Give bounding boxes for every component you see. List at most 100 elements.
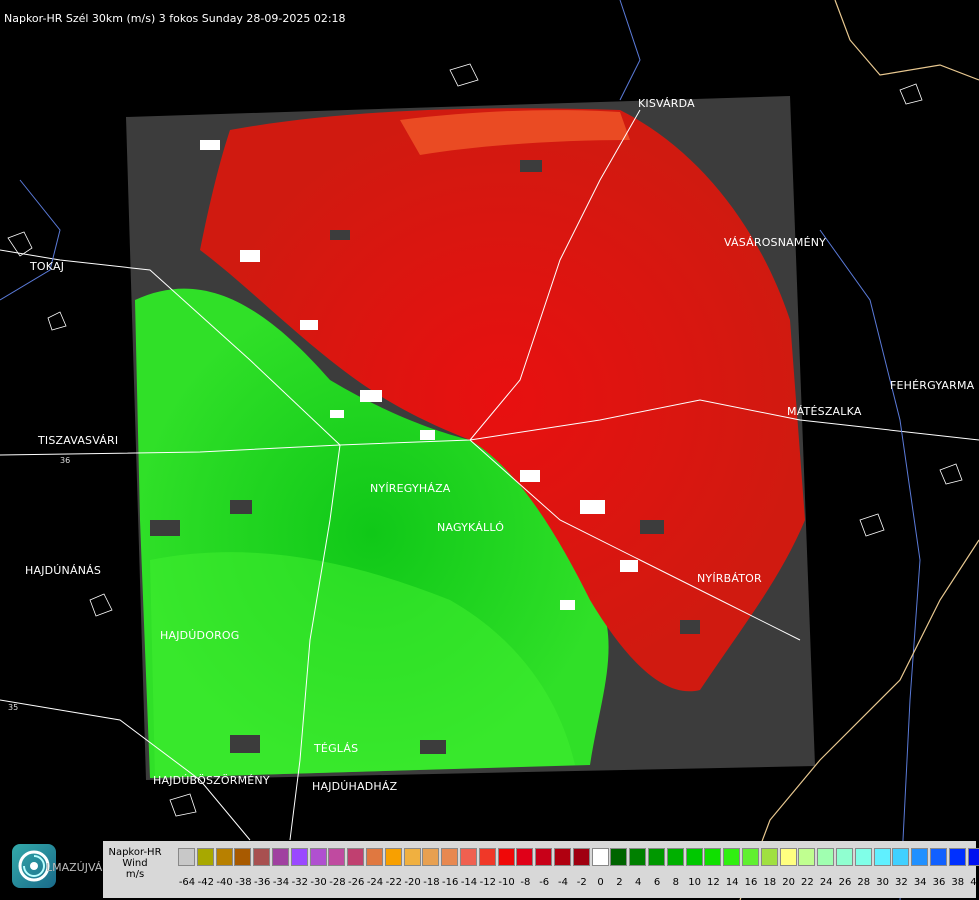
legend-tick-label: 8 bbox=[672, 877, 679, 888]
town-tokaj: TOKAJ bbox=[30, 260, 65, 273]
road-number-36: 36 bbox=[60, 456, 71, 465]
legend-swatch bbox=[591, 848, 609, 866]
legend-swatch bbox=[742, 848, 759, 866]
legend-tick-label: 0 bbox=[597, 877, 604, 888]
legend-swatch bbox=[836, 848, 853, 866]
legend-tick-label: -24 bbox=[366, 877, 384, 888]
zero-velocity-speckles bbox=[200, 140, 638, 610]
legend-tick-label: 14 bbox=[725, 877, 739, 888]
town-hajdunanas: HAJDÚNÁNÁS bbox=[25, 564, 102, 577]
legend-label-line: m/s bbox=[125, 869, 145, 880]
legend-swatch bbox=[234, 848, 252, 866]
legend-tick-label: 26 bbox=[838, 877, 852, 888]
legend-tick-label: -42 bbox=[197, 877, 214, 888]
town-nyirbator: NYÍRBÁTOR bbox=[697, 572, 762, 585]
town-fehergyarmat: FEHÉRGYARMA bbox=[890, 379, 975, 392]
legend-tick-label: 38 bbox=[951, 877, 965, 888]
legend-swatch bbox=[403, 848, 421, 866]
road-number-35: 35 bbox=[8, 703, 19, 712]
legend-tick-label: -4 bbox=[558, 877, 568, 888]
legend-tick-label: 34 bbox=[913, 877, 927, 888]
legend-swatch bbox=[290, 848, 308, 866]
legend-swatch bbox=[911, 848, 929, 866]
legend-tick-label: 32 bbox=[895, 877, 908, 888]
legend-tick-label: -6 bbox=[539, 877, 550, 888]
legend-swatch bbox=[930, 848, 947, 866]
legend-tick-label: -34 bbox=[272, 877, 290, 888]
legend-swatch bbox=[422, 848, 440, 866]
town-nagykallo: NAGYKÁLLÓ bbox=[437, 521, 505, 534]
legend-tick-label: 16 bbox=[744, 877, 758, 888]
wind-orange-band bbox=[400, 110, 630, 155]
legend-tick-label: -10 bbox=[498, 877, 515, 888]
legend-tick-label: 10 bbox=[688, 877, 701, 888]
no-data-patches bbox=[150, 160, 700, 754]
legend-swatch bbox=[196, 848, 214, 866]
legend-swatch bbox=[347, 848, 365, 866]
legend-tick-label: 20 bbox=[782, 877, 795, 888]
legend-tick-label: 18 bbox=[763, 877, 777, 888]
legend-swatch bbox=[328, 848, 346, 866]
legend-tick-label: 4 bbox=[635, 877, 642, 888]
partial-town-label: LMAZÚJVÁR bbox=[46, 861, 110, 874]
legend-swatch bbox=[554, 848, 571, 866]
legend-tick-label: 22 bbox=[801, 877, 814, 888]
legend-tick-label: -28 bbox=[329, 877, 346, 888]
legend-swatch bbox=[629, 848, 647, 866]
legend-swatch bbox=[873, 848, 891, 866]
legend-tick-label: -16 bbox=[442, 877, 459, 888]
legend-swatch bbox=[648, 848, 665, 866]
legend-swatch bbox=[309, 848, 327, 866]
legend-tick-label: -12 bbox=[479, 877, 496, 888]
legend-swatch bbox=[215, 848, 233, 866]
town-tiszavasvari: TISZAVASVÁRI bbox=[38, 434, 119, 447]
legend-tick-label: -8 bbox=[520, 877, 531, 888]
legend-swatch bbox=[854, 848, 872, 866]
town-nyiregyhaza: NYÍREGYHÁZA bbox=[370, 482, 451, 495]
town-vasarosnameny: VÁSÁROSNAMÉNY bbox=[724, 236, 827, 249]
legend-swatch bbox=[516, 848, 534, 866]
legend-swatch bbox=[384, 848, 402, 866]
town-hajduboszormeny: HAJDÚBÖSZÖRMÉNY bbox=[153, 774, 270, 787]
legend-tick-label: -20 bbox=[404, 877, 421, 888]
legend-swatch bbox=[704, 848, 722, 866]
town-kisvarda: KISVÁRDA bbox=[638, 97, 695, 110]
legend-tick-label: 24 bbox=[819, 877, 833, 888]
legend-swatch bbox=[610, 848, 628, 866]
legend-tick-label: 36 bbox=[932, 877, 946, 888]
legend-swatch bbox=[967, 848, 979, 866]
legend-swatch bbox=[478, 848, 496, 866]
country-border bbox=[739, 0, 979, 900]
legend-swatch bbox=[760, 848, 778, 866]
legend-swatch bbox=[817, 848, 835, 866]
legend-swatch bbox=[366, 848, 383, 866]
legend-swatch bbox=[272, 848, 289, 866]
town-teglas: TÉGLÁS bbox=[314, 742, 359, 755]
legend-swatch bbox=[685, 848, 703, 866]
map-title: Napkor-HR Szél 30km (m/s) 3 fokos Sunday… bbox=[4, 12, 346, 25]
legend-tick-label: -38 bbox=[235, 877, 252, 888]
town-hajduhadhaz: HAJDÚHADHÁZ bbox=[312, 780, 398, 793]
legend-tick-label: -22 bbox=[385, 877, 402, 888]
legend-swatch bbox=[441, 848, 459, 866]
wind-red-region bbox=[200, 108, 805, 692]
legend-tick-label: -2 bbox=[576, 877, 587, 888]
legend-tick-label: -64 bbox=[178, 877, 196, 888]
wind-legend: Napkor-HR Wind m/s -64 -42 -40 -38 -36 -34 -32… bbox=[103, 841, 979, 898]
legend-tick-label: -18 bbox=[423, 877, 440, 888]
legend-swatch bbox=[460, 848, 477, 866]
legend-swatch bbox=[798, 848, 816, 866]
town-hajdudorog: HAJDÚDOROG bbox=[160, 629, 240, 642]
wind-green-bright bbox=[150, 552, 575, 778]
legend-swatch bbox=[892, 848, 910, 866]
legend-tick-label: 40 bbox=[970, 877, 979, 888]
legend-tick-label: 2 bbox=[616, 877, 623, 888]
legend-tick-label: -30 bbox=[310, 877, 327, 888]
legend-swatch bbox=[572, 848, 590, 866]
legend-label-line: Wind bbox=[122, 858, 148, 869]
legend-swatch bbox=[666, 848, 684, 866]
legend-tick-label: -32 bbox=[291, 877, 308, 888]
napkor-logo bbox=[12, 844, 56, 888]
legend-tick-label: -40 bbox=[216, 877, 233, 888]
